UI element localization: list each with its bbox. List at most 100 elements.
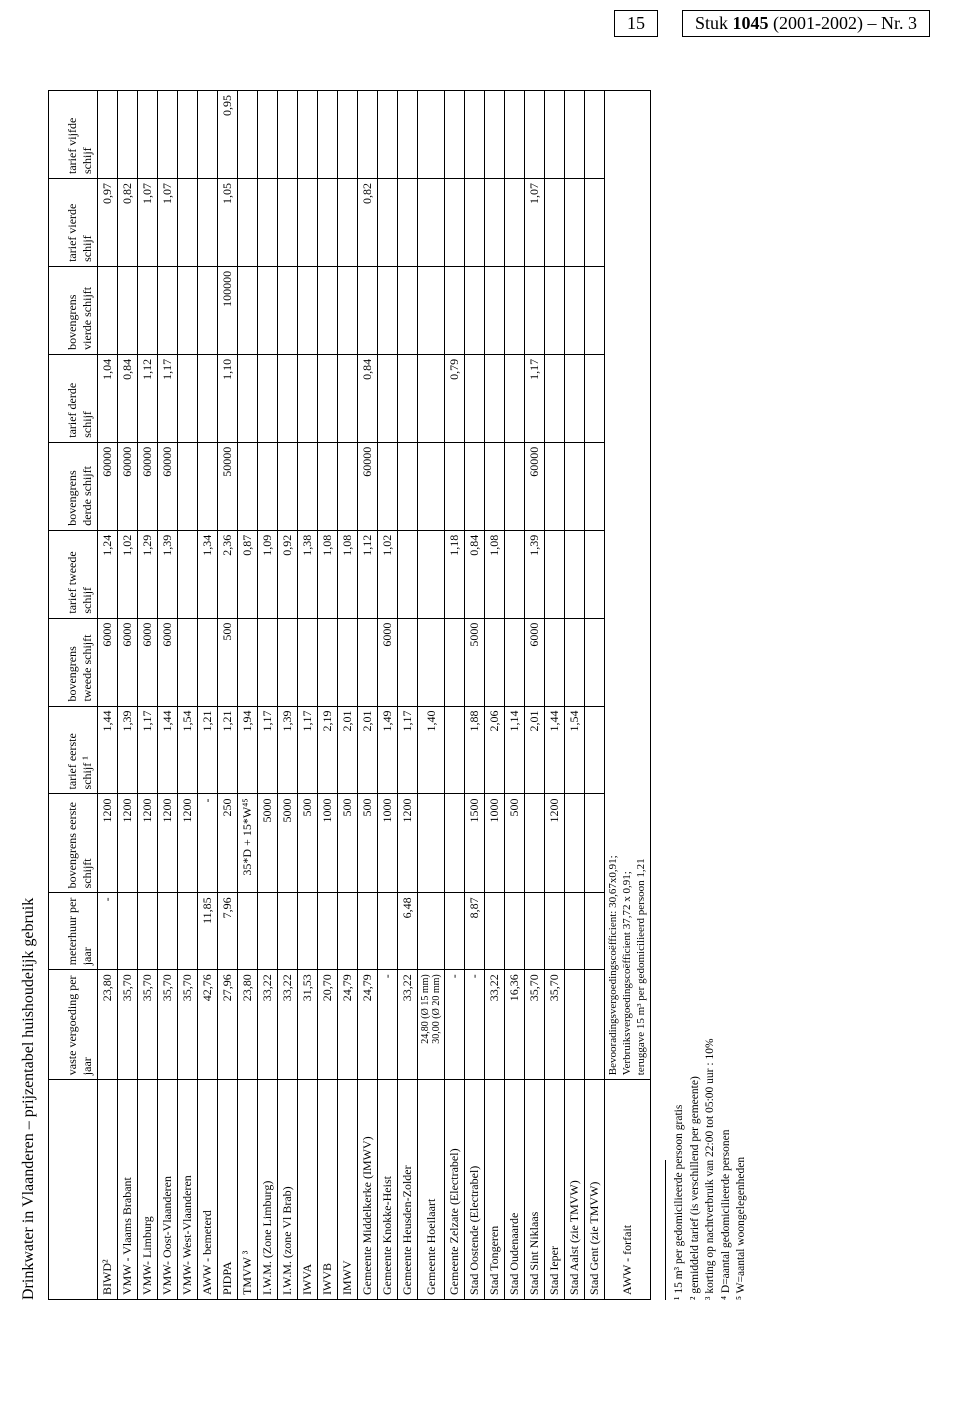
- cell: 6000: [118, 618, 138, 706]
- cell: [138, 266, 158, 354]
- cell: 35,70: [178, 970, 198, 1080]
- column-header: bovengrens derde schijft: [49, 442, 98, 530]
- tariff-table: vaste vergoeding per jaarmeterhuur per j…: [48, 90, 651, 1300]
- cell: 1,02: [118, 530, 138, 618]
- cell: [178, 179, 198, 267]
- cell: -: [445, 970, 465, 1080]
- cell: [318, 618, 338, 706]
- cell: [485, 354, 505, 442]
- cell: [298, 893, 318, 970]
- cell: [238, 266, 258, 354]
- aww-forfait-row: AWW - forfaitBevooradingsvergoedingscoëf…: [605, 91, 651, 1300]
- cell: [238, 91, 258, 179]
- cell: [158, 91, 178, 179]
- table-row: AWW - bemeterd42,7611,85-1,211,34: [198, 91, 218, 1300]
- cell: 1200: [118, 794, 138, 893]
- cell: 1,21: [198, 706, 218, 794]
- cell: [418, 91, 445, 179]
- cell: 6000: [525, 618, 545, 706]
- cell: 60000: [525, 442, 545, 530]
- cell: [198, 179, 218, 267]
- cell: [565, 618, 585, 706]
- cell: 1,54: [178, 706, 198, 794]
- cell: [238, 618, 258, 706]
- cell: [238, 893, 258, 970]
- cell: [585, 354, 605, 442]
- cell: 1,94: [238, 706, 258, 794]
- cell: [338, 893, 358, 970]
- cell: [178, 266, 198, 354]
- column-header: tarief tweede schijf: [49, 530, 98, 618]
- cell: 1,49: [378, 706, 398, 794]
- cell: 6000: [138, 618, 158, 706]
- cell: [525, 266, 545, 354]
- row-name: AWW - forfait: [605, 1080, 651, 1300]
- cell: [178, 530, 198, 618]
- cell: [485, 442, 505, 530]
- cell: [418, 618, 445, 706]
- cell: 1,08: [485, 530, 505, 618]
- cell: 42,76: [198, 970, 218, 1080]
- row-name: IWVB: [318, 1080, 338, 1300]
- rotated-container: Drinkwater in Vlaanderen – prijzentabel …: [0, 60, 960, 1360]
- cell: [585, 618, 605, 706]
- cell: 60000: [98, 442, 118, 530]
- cell: 1,39: [118, 706, 138, 794]
- cell: [445, 91, 465, 179]
- cell: [585, 794, 605, 893]
- cell: [585, 893, 605, 970]
- cell: [98, 266, 118, 354]
- cell: [258, 91, 278, 179]
- cell: [178, 354, 198, 442]
- cell: [398, 91, 418, 179]
- cell: [98, 91, 118, 179]
- cell: [358, 893, 378, 970]
- cell: 2,01: [525, 706, 545, 794]
- cell: [585, 266, 605, 354]
- cell: [258, 442, 278, 530]
- cell: [378, 91, 398, 179]
- column-header: bovengrens tweede schijft: [49, 618, 98, 706]
- cell: [465, 179, 485, 267]
- cell: 1000: [485, 794, 505, 893]
- cell: [445, 706, 465, 794]
- cell: 1200: [98, 794, 118, 893]
- cell: [178, 91, 198, 179]
- cell: 50000: [218, 442, 238, 530]
- cell: 100000: [218, 266, 238, 354]
- cell: [178, 442, 198, 530]
- cell: 1,24: [98, 530, 118, 618]
- cell: [565, 970, 585, 1080]
- cell: 60000: [138, 442, 158, 530]
- cell: [298, 91, 318, 179]
- cell: [505, 893, 525, 970]
- footnote: ³ korting op nachtverbruik van 22:00 tot…: [703, 90, 719, 1300]
- cell: [505, 442, 525, 530]
- cell: [465, 442, 485, 530]
- cell: [418, 442, 445, 530]
- cell: 0,95: [218, 91, 238, 179]
- header-row: vaste vergoeding per jaarmeterhuur per j…: [49, 91, 98, 1300]
- cell: [565, 442, 585, 530]
- cell: 20,70: [318, 970, 338, 1080]
- row-name: Stad Oudenaarde: [505, 1080, 525, 1300]
- table-row: Stad Oostende (Electrabel)-8,8715001,885…: [465, 91, 485, 1300]
- cell: 1,18: [445, 530, 465, 618]
- column-header: vaste vergoeding per jaar: [49, 970, 98, 1080]
- cell: 2,01: [338, 706, 358, 794]
- cell: 1500: [465, 794, 485, 893]
- row-name: PIDPA: [218, 1080, 238, 1300]
- cell: [445, 179, 465, 267]
- row-name: IWVA: [298, 1080, 318, 1300]
- page-number: 15: [627, 13, 645, 33]
- table-row: Gemeente Knokke-Heist-10001,4960001,02: [378, 91, 398, 1300]
- cell: 0,87: [238, 530, 258, 618]
- cell: [565, 893, 585, 970]
- cell: 500: [298, 794, 318, 893]
- cell: [565, 354, 585, 442]
- cell: [178, 893, 198, 970]
- cell: 60000: [358, 442, 378, 530]
- cell: [445, 442, 465, 530]
- cell: [545, 91, 565, 179]
- column-header: tarief vierde schijf: [49, 179, 98, 267]
